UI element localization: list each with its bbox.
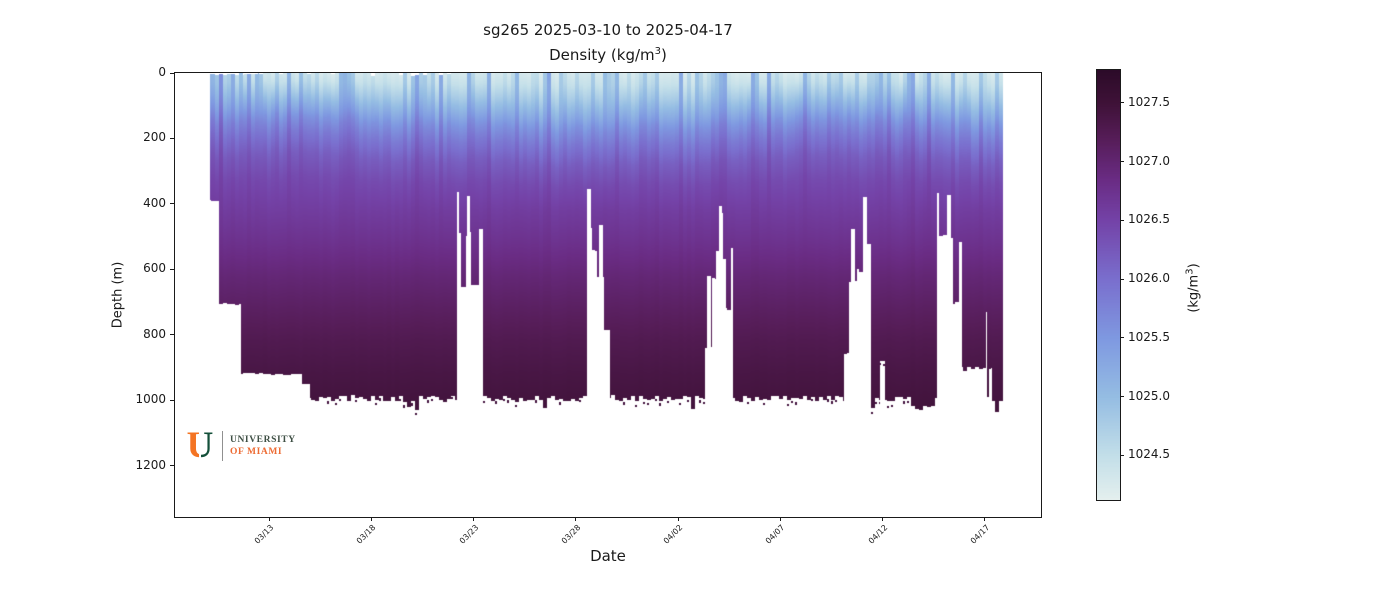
chart-subtitle: Density (kg/m3) bbox=[175, 46, 1041, 64]
x-tick-mark bbox=[882, 517, 884, 521]
x-tick-label-text: 04/07 bbox=[764, 523, 787, 546]
colorbar-tick-mark bbox=[1120, 278, 1124, 280]
y-tick-label: 1000 bbox=[135, 392, 166, 407]
um-logo-divider bbox=[222, 431, 223, 461]
x-tick-mark bbox=[984, 517, 986, 521]
x-tick-label-text: 03/13 bbox=[252, 523, 276, 546]
y-tick-label: 600 bbox=[143, 261, 166, 276]
chart-title: sg265 2025-03-10 to 2025-04-17 bbox=[483, 21, 733, 39]
chart-subtitle-text: Density (kg/m bbox=[549, 46, 655, 64]
colorbar-tick-mark bbox=[1120, 396, 1124, 398]
chart-subtitle-sup: 3 bbox=[654, 46, 662, 57]
x-tick-label-text: 03/23 bbox=[457, 523, 481, 546]
colorbar-label: (kg/m3) bbox=[1184, 263, 1201, 312]
um-logo-of-miami-text: OF MIAMI bbox=[230, 447, 283, 457]
colorbar-tick-label: 1025.0 bbox=[1128, 388, 1170, 403]
x-axis-label: Date bbox=[590, 547, 626, 565]
x-tick-mark bbox=[575, 517, 577, 521]
x-tick-mark bbox=[677, 517, 679, 521]
colorbar-tick-mark bbox=[1120, 161, 1124, 163]
y-tick-mark bbox=[170, 268, 174, 270]
y-tick-mark bbox=[170, 465, 174, 467]
y-tick-mark bbox=[170, 399, 174, 401]
y-tick-label: 400 bbox=[143, 195, 166, 210]
um-logo-university-text: UNIVERSITY bbox=[230, 435, 296, 445]
x-tick-label-text: 03/18 bbox=[355, 523, 378, 546]
um-u-glyph-left: U bbox=[186, 432, 199, 462]
y-tick-label: 800 bbox=[143, 326, 166, 341]
colorbar-tick-label: 1026.5 bbox=[1128, 212, 1170, 227]
colorbar-tick-mark bbox=[1120, 454, 1124, 456]
colorbar-label-text: (kg/m bbox=[1186, 274, 1202, 313]
y-tick-label: 0 bbox=[158, 65, 166, 79]
y-tick-label: 200 bbox=[143, 130, 166, 145]
y-tick-label: 1200 bbox=[135, 457, 166, 472]
x-tick-label-text: 04/12 bbox=[866, 523, 890, 546]
colorbar-canvas bbox=[1097, 70, 1120, 500]
x-tick-label-text: 04/02 bbox=[661, 523, 685, 546]
colorbar-tick-mark bbox=[1120, 102, 1124, 104]
university-of-miami-logo: U U UNIVERSITY OF MIAMI bbox=[186, 431, 306, 463]
y-tick-mark bbox=[170, 203, 174, 205]
x-tick-mark bbox=[473, 517, 475, 521]
um-u-left-half: U bbox=[186, 432, 199, 462]
colorbar-tick-label: 1024.5 bbox=[1128, 447, 1170, 462]
y-tick-mark bbox=[170, 334, 174, 336]
x-tick-label-text: 03/28 bbox=[559, 523, 583, 546]
colorbar-tick-label: 1027.0 bbox=[1128, 153, 1170, 168]
chart-subtitle-close: ) bbox=[661, 46, 667, 64]
y-tick-mark bbox=[170, 137, 174, 139]
x-tick-label-text: 04/17 bbox=[968, 523, 992, 546]
x-tick-mark bbox=[268, 517, 270, 521]
colorbar-tick-mark bbox=[1120, 219, 1124, 221]
y-tick-mark bbox=[170, 72, 174, 74]
x-tick-mark bbox=[371, 517, 372, 521]
colorbar-label-close: ) bbox=[1186, 263, 1202, 269]
colorbar-tick-label: 1026.0 bbox=[1128, 271, 1170, 286]
um-u-right-half: U bbox=[201, 432, 214, 462]
x-tick-mark bbox=[779, 517, 781, 521]
colorbar-tick-mark bbox=[1120, 337, 1124, 339]
um-u-glyph-right: U bbox=[201, 432, 214, 462]
colorbar-label-sup: 3 bbox=[1184, 268, 1196, 275]
colorbar-tick-label: 1025.5 bbox=[1128, 329, 1170, 344]
colorbar-tick-label: 1027.5 bbox=[1128, 94, 1170, 109]
density-heatmap-canvas bbox=[175, 73, 1041, 517]
um-split-u-icon: U U bbox=[186, 432, 214, 462]
